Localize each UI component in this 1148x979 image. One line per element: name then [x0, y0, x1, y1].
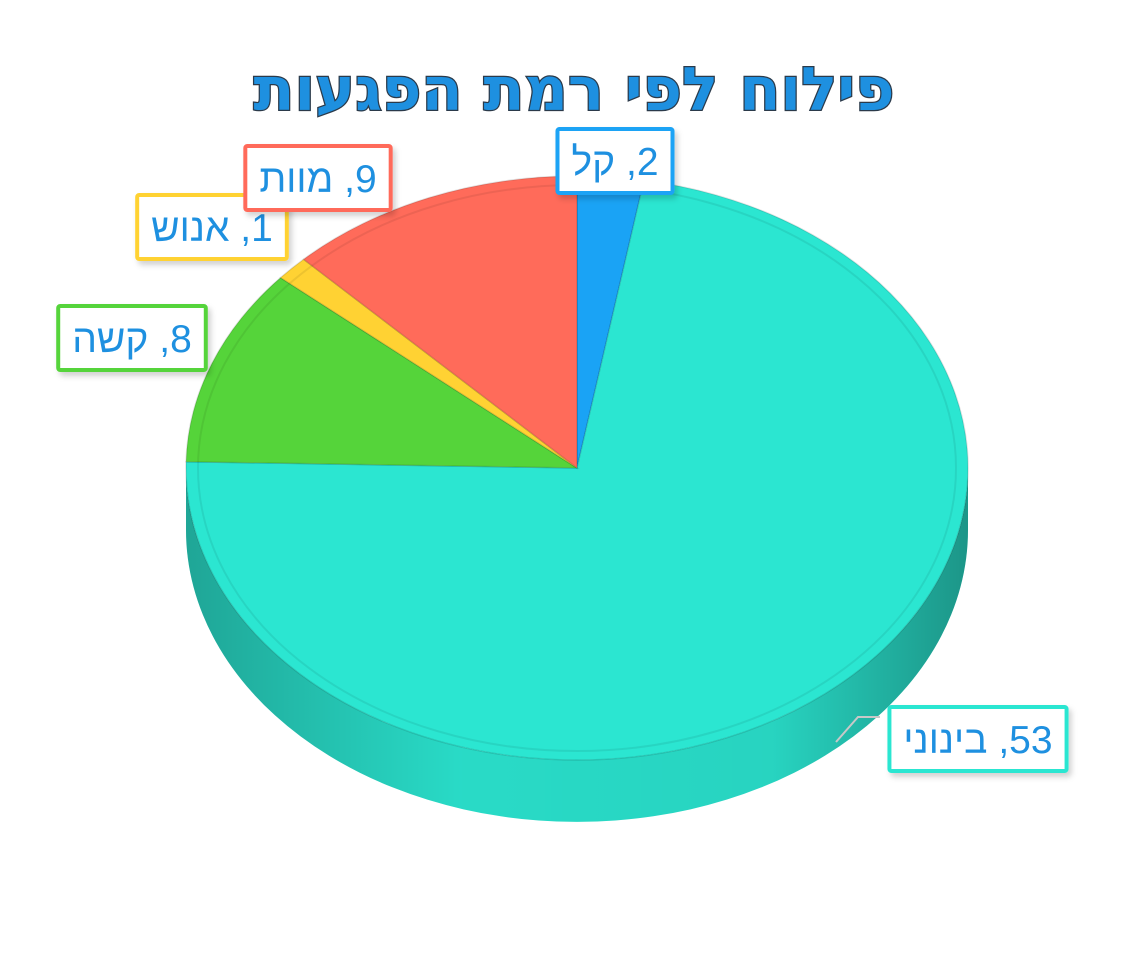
data-label-2: 8, קשה	[56, 304, 208, 372]
pie-sides	[186, 468, 968, 822]
data-label-text-4: 9, מוות	[259, 158, 376, 201]
data-label-box-1	[887, 705, 1069, 773]
leader-line-1	[835, 716, 880, 743]
data-label-box-2	[56, 304, 208, 372]
pie-slice-2	[185, 276, 580, 469]
data-label-box-4	[243, 144, 393, 212]
data-label-4: 9, מוות	[243, 144, 393, 212]
data-label-text-0: 2, קל	[571, 141, 658, 184]
pie-slice-3	[279, 258, 578, 469]
chart-title: פילוח לפי רמת הפגעות	[254, 55, 895, 125]
pie-slice-1	[185, 179, 969, 761]
data-label-text-1: 53, בינוני	[903, 719, 1052, 762]
data-label-text-3: 1, אנוש	[151, 207, 273, 250]
pie-labels: 2, קל 53, בינוני 8, קשה 1, אנוש 9, מוות	[56, 127, 1069, 773]
pie-side-shade-1	[186, 468, 968, 822]
data-label-text-2: 8, קשה	[72, 318, 192, 361]
pie-tops	[185, 175, 969, 761]
data-label-box-0	[555, 127, 675, 195]
data-label-1: 53, בינוני	[887, 705, 1069, 773]
pie-slice-4	[302, 175, 578, 470]
data-label-0: 2, קל	[555, 127, 675, 195]
